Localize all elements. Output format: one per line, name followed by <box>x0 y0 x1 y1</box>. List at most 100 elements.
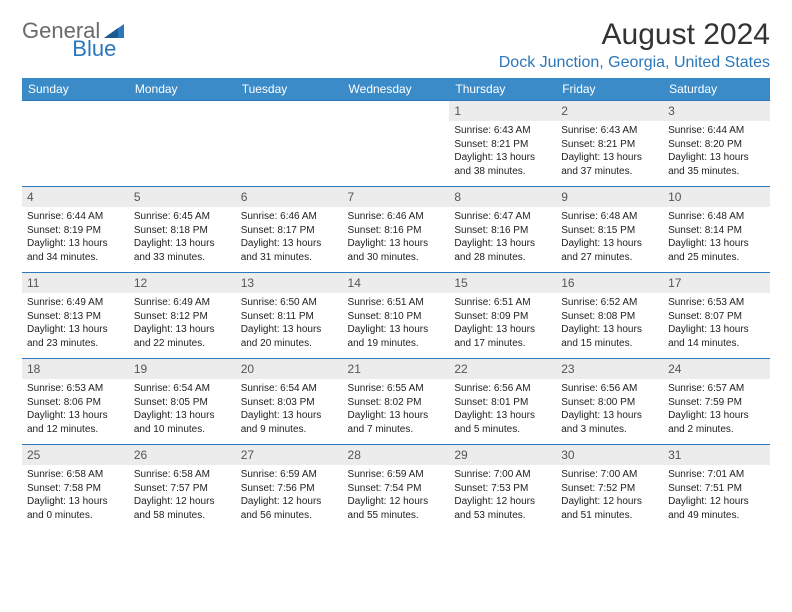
location-label: Dock Junction, Georgia, United States <box>499 54 770 72</box>
day-number: 15 <box>449 273 556 293</box>
sunset-text: Sunset: 8:08 PM <box>561 310 658 324</box>
sunset-text: Sunset: 8:16 PM <box>348 224 445 238</box>
sunset-text: Sunset: 8:10 PM <box>348 310 445 324</box>
sunrise-text: Sunrise: 6:48 AM <box>668 210 765 224</box>
sunrise-text: Sunrise: 6:51 AM <box>454 296 551 310</box>
calendar-table: SundayMondayTuesdayWednesdayThursdayFrid… <box>22 78 770 531</box>
sunrise-text: Sunrise: 6:56 AM <box>454 382 551 396</box>
sunset-text: Sunset: 8:19 PM <box>27 224 124 238</box>
sunset-text: Sunset: 8:05 PM <box>134 396 231 410</box>
sun-info: Sunrise: 6:46 AMSunset: 8:17 PMDaylight:… <box>236 207 343 268</box>
sunrise-text: Sunrise: 6:52 AM <box>561 296 658 310</box>
daylight-text: Daylight: 13 hours and 37 minutes. <box>561 151 658 178</box>
calendar-week: 25Sunrise: 6:58 AMSunset: 7:58 PMDayligh… <box>22 445 770 531</box>
page-header: General Blue August 2024 Dock Junction, … <box>22 18 770 72</box>
month-title: August 2024 <box>499 18 770 52</box>
calendar-cell: 18Sunrise: 6:53 AMSunset: 8:06 PMDayligh… <box>22 359 129 445</box>
calendar-cell: 27Sunrise: 6:59 AMSunset: 7:56 PMDayligh… <box>236 445 343 531</box>
day-number: 11 <box>22 273 129 293</box>
sunset-text: Sunset: 8:11 PM <box>241 310 338 324</box>
daylight-text: Daylight: 13 hours and 17 minutes. <box>454 323 551 350</box>
sunset-text: Sunset: 8:21 PM <box>454 138 551 152</box>
calendar-cell: 26Sunrise: 6:58 AMSunset: 7:57 PMDayligh… <box>129 445 236 531</box>
daylight-text: Daylight: 12 hours and 53 minutes. <box>454 495 551 522</box>
sun-info: Sunrise: 6:49 AMSunset: 8:13 PMDaylight:… <box>22 293 129 354</box>
sunrise-text: Sunrise: 6:58 AM <box>27 468 124 482</box>
calendar-cell: 17Sunrise: 6:53 AMSunset: 8:07 PMDayligh… <box>663 273 770 359</box>
sunrise-text: Sunrise: 6:58 AM <box>134 468 231 482</box>
sunset-text: Sunset: 7:52 PM <box>561 482 658 496</box>
sunset-text: Sunset: 8:21 PM <box>561 138 658 152</box>
calendar-cell: 25Sunrise: 6:58 AMSunset: 7:58 PMDayligh… <box>22 445 129 531</box>
sunset-text: Sunset: 8:17 PM <box>241 224 338 238</box>
sunset-text: Sunset: 8:12 PM <box>134 310 231 324</box>
sun-info: Sunrise: 6:53 AMSunset: 8:07 PMDaylight:… <box>663 293 770 354</box>
day-number: 25 <box>22 445 129 465</box>
sunset-text: Sunset: 8:03 PM <box>241 396 338 410</box>
sunset-text: Sunset: 8:14 PM <box>668 224 765 238</box>
daylight-text: Daylight: 13 hours and 31 minutes. <box>241 237 338 264</box>
day-number: 1 <box>449 101 556 121</box>
calendar-cell: 7Sunrise: 6:46 AMSunset: 8:16 PMDaylight… <box>343 187 450 273</box>
daylight-text: Daylight: 13 hours and 38 minutes. <box>454 151 551 178</box>
sunrise-text: Sunrise: 6:46 AM <box>241 210 338 224</box>
calendar-cell: 1Sunrise: 6:43 AMSunset: 8:21 PMDaylight… <box>449 101 556 187</box>
sun-info: Sunrise: 6:57 AMSunset: 7:59 PMDaylight:… <box>663 379 770 440</box>
day-number: 29 <box>449 445 556 465</box>
sun-info: Sunrise: 6:52 AMSunset: 8:08 PMDaylight:… <box>556 293 663 354</box>
sun-info: Sunrise: 6:50 AMSunset: 8:11 PMDaylight:… <box>236 293 343 354</box>
calendar-cell: 22Sunrise: 6:56 AMSunset: 8:01 PMDayligh… <box>449 359 556 445</box>
day-number: 9 <box>556 187 663 207</box>
daylight-text: Daylight: 13 hours and 25 minutes. <box>668 237 765 264</box>
sunrise-text: Sunrise: 6:44 AM <box>668 124 765 138</box>
sun-info: Sunrise: 6:54 AMSunset: 8:05 PMDaylight:… <box>129 379 236 440</box>
sunrise-text: Sunrise: 6:55 AM <box>348 382 445 396</box>
sun-info: Sunrise: 6:49 AMSunset: 8:12 PMDaylight:… <box>129 293 236 354</box>
calendar-cell: 20Sunrise: 6:54 AMSunset: 8:03 PMDayligh… <box>236 359 343 445</box>
day-number: 31 <box>663 445 770 465</box>
calendar-cell: 21Sunrise: 6:55 AMSunset: 8:02 PMDayligh… <box>343 359 450 445</box>
day-number: 14 <box>343 273 450 293</box>
title-block: August 2024 Dock Junction, Georgia, Unit… <box>499 18 770 72</box>
calendar-week: 18Sunrise: 6:53 AMSunset: 8:06 PMDayligh… <box>22 359 770 445</box>
daylight-text: Daylight: 13 hours and 22 minutes. <box>134 323 231 350</box>
sunset-text: Sunset: 8:06 PM <box>27 396 124 410</box>
calendar-cell: 10Sunrise: 6:48 AMSunset: 8:14 PMDayligh… <box>663 187 770 273</box>
day-number: 24 <box>663 359 770 379</box>
sunset-text: Sunset: 7:53 PM <box>454 482 551 496</box>
daylight-text: Daylight: 12 hours and 51 minutes. <box>561 495 658 522</box>
sunrise-text: Sunrise: 7:01 AM <box>668 468 765 482</box>
sun-info: Sunrise: 6:45 AMSunset: 8:18 PMDaylight:… <box>129 207 236 268</box>
day-header: Thursday <box>449 78 556 101</box>
daylight-text: Daylight: 13 hours and 3 minutes. <box>561 409 658 436</box>
day-number: 6 <box>236 187 343 207</box>
calendar-cell: 13Sunrise: 6:50 AMSunset: 8:11 PMDayligh… <box>236 273 343 359</box>
sunset-text: Sunset: 8:00 PM <box>561 396 658 410</box>
logo-text-blue: Blue <box>72 36 116 62</box>
daylight-text: Daylight: 13 hours and 23 minutes. <box>27 323 124 350</box>
calendar-cell: 12Sunrise: 6:49 AMSunset: 8:12 PMDayligh… <box>129 273 236 359</box>
daylight-text: Daylight: 13 hours and 5 minutes. <box>454 409 551 436</box>
daylight-text: Daylight: 13 hours and 9 minutes. <box>241 409 338 436</box>
sun-info: Sunrise: 6:55 AMSunset: 8:02 PMDaylight:… <box>343 379 450 440</box>
daylight-text: Daylight: 13 hours and 28 minutes. <box>454 237 551 264</box>
sunrise-text: Sunrise: 6:43 AM <box>561 124 658 138</box>
sunrise-text: Sunrise: 6:44 AM <box>27 210 124 224</box>
day-number: 13 <box>236 273 343 293</box>
daylight-text: Daylight: 13 hours and 33 minutes. <box>134 237 231 264</box>
sun-info: Sunrise: 6:51 AMSunset: 8:09 PMDaylight:… <box>449 293 556 354</box>
day-number: 5 <box>129 187 236 207</box>
daylight-text: Daylight: 13 hours and 12 minutes. <box>27 409 124 436</box>
day-number: 28 <box>343 445 450 465</box>
sun-info: Sunrise: 6:43 AMSunset: 8:21 PMDaylight:… <box>449 121 556 182</box>
daylight-text: Daylight: 12 hours and 49 minutes. <box>668 495 765 522</box>
sun-info: Sunrise: 6:47 AMSunset: 8:16 PMDaylight:… <box>449 207 556 268</box>
daylight-text: Daylight: 13 hours and 14 minutes. <box>668 323 765 350</box>
calendar-cell: 9Sunrise: 6:48 AMSunset: 8:15 PMDaylight… <box>556 187 663 273</box>
sunrise-text: Sunrise: 6:46 AM <box>348 210 445 224</box>
day-number: 2 <box>556 101 663 121</box>
calendar-cell: 4Sunrise: 6:44 AMSunset: 8:19 PMDaylight… <box>22 187 129 273</box>
sun-info: Sunrise: 6:46 AMSunset: 8:16 PMDaylight:… <box>343 207 450 268</box>
sunrise-text: Sunrise: 6:49 AM <box>134 296 231 310</box>
sunrise-text: Sunrise: 6:56 AM <box>561 382 658 396</box>
